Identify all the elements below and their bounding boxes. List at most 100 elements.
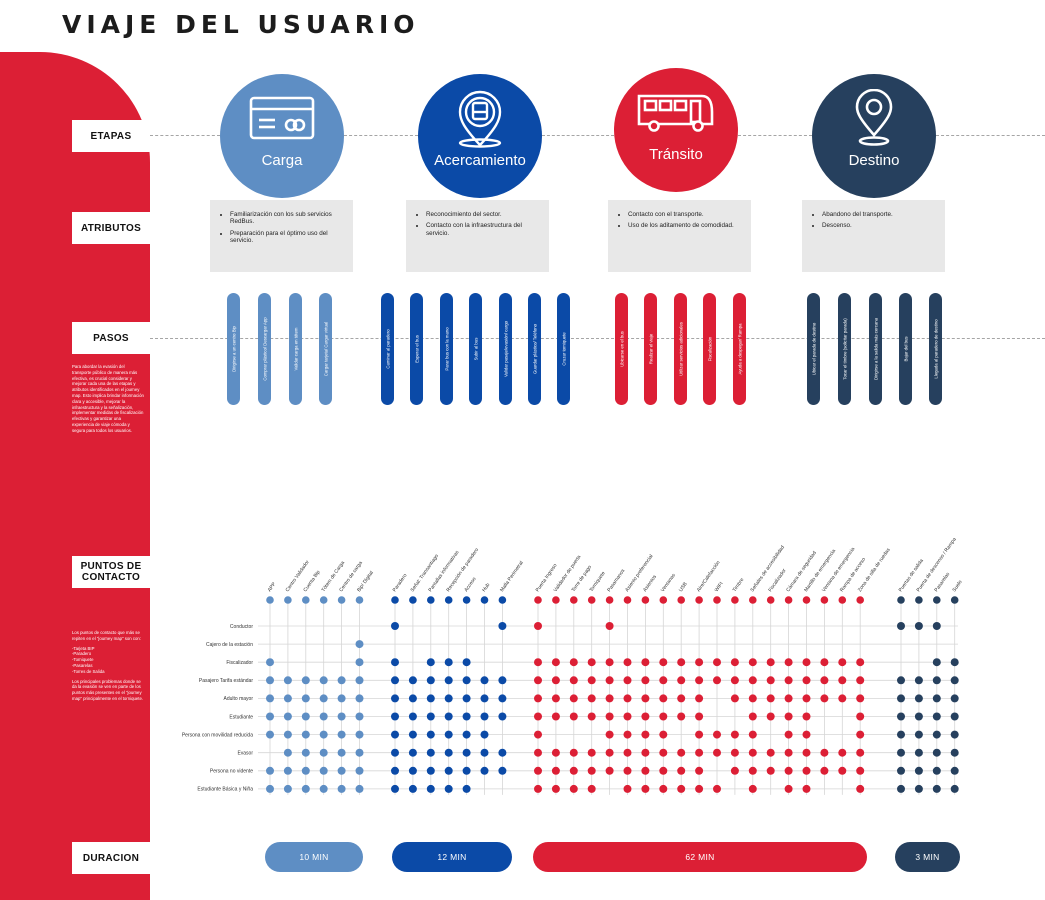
touchpoint-dot — [784, 676, 793, 685]
touchpoint-dot — [820, 766, 829, 775]
touchpoint-dot — [534, 748, 542, 757]
touchpoint-dot — [897, 748, 905, 757]
touchpoint-dot — [266, 676, 274, 685]
touchpoint-dot — [391, 730, 399, 739]
matrix-row-label: Estudiante Básica y Niña — [197, 787, 253, 793]
touchpoint-dot — [766, 694, 775, 703]
touchpoint-dot — [408, 694, 417, 703]
touchpoint-dot — [623, 694, 632, 703]
touchpoint-dot — [498, 694, 507, 703]
label-atributos: ATRIBUTOS — [72, 212, 150, 244]
touchpoint-dot — [498, 622, 507, 630]
touchpoint-dot — [932, 676, 941, 685]
step-pill: Guardar plástico/ Teléfono — [528, 293, 541, 405]
touchpoint-column-label: Hub — [481, 582, 491, 593]
step-pill: Validar pasaje/evasión/ cargo — [499, 293, 512, 405]
touchpoint-column-label: Señales de accesibilidad — [750, 544, 787, 593]
touchpoint-header-dot — [391, 596, 399, 604]
touchpoint-dot — [695, 730, 704, 739]
touchpoint-dot — [802, 748, 811, 757]
step-label: Dirigirse a un centro Bip — [231, 326, 236, 372]
touchpoint-dot — [480, 748, 489, 757]
touchpoint-dot — [587, 784, 596, 793]
touchpoint-dot — [932, 658, 941, 667]
touchpoint-header-dot — [641, 596, 650, 604]
touchpoint-dot — [897, 730, 905, 739]
touchpoint-dot — [569, 694, 578, 703]
touchpoint-dot — [695, 748, 704, 757]
touchpoint-header-dot — [749, 596, 757, 604]
label-etapas: ETAPAS — [72, 120, 150, 152]
touchpoint-dot — [856, 712, 865, 721]
touchpoint-dot — [784, 658, 793, 667]
touchpoint-header-dot — [409, 596, 417, 604]
touchpoint-dot — [730, 766, 739, 775]
touchpoint-dot — [462, 712, 471, 721]
step-label: Comprar plástico/ Descargar App — [262, 317, 267, 381]
touchpoint-dot — [766, 748, 775, 757]
touchpoint-dot — [283, 694, 292, 703]
touchpoint-dot — [301, 766, 310, 775]
touchpoint-dot — [498, 766, 507, 775]
touchpoint-dot — [897, 712, 905, 721]
touchpoint-dot — [444, 694, 453, 703]
touchpoint-dot — [897, 784, 905, 793]
touchpoint-dot — [659, 712, 668, 721]
touchpoint-dot — [641, 766, 650, 775]
matrix-row-label: Persona con movilidad reducida — [182, 732, 253, 738]
touchpoint-dot — [283, 784, 292, 793]
touchpoint-dot — [551, 658, 560, 667]
location-pin-icon — [852, 88, 896, 148]
touchpoint-dot — [838, 658, 847, 667]
touchpoint-column-label: Tótem de Carga — [320, 560, 346, 593]
step-pill: Bajar del bus — [899, 293, 912, 405]
matrix-row-label: Cajero de la estación — [206, 642, 253, 648]
touchpoint-dot — [462, 784, 471, 793]
touchpoint-dot — [498, 748, 507, 757]
duration-acercamiento: 12 MIN — [392, 842, 512, 872]
touchpoint-dot — [802, 784, 811, 793]
attribute-item: Preparación para el óptimo uso del servi… — [230, 230, 345, 245]
touchpoint-column-label: Pantallas informativas — [428, 549, 461, 593]
touchpoint-dot — [283, 730, 292, 739]
touchpoint-dot — [932, 748, 941, 757]
touchpoint-header-dot — [480, 596, 489, 604]
touchpoint-dot — [266, 730, 274, 739]
touchpoint-dot — [319, 694, 328, 703]
touchpoint-dot — [730, 676, 739, 685]
touchpoint-column-label: Timbre — [732, 577, 746, 593]
touchpoint-column-label: Paradero — [392, 573, 409, 593]
touchpoint-column-label: APP — [267, 581, 278, 593]
touchpoint-dot — [950, 784, 959, 793]
touchpoint-dot — [914, 730, 923, 739]
step-pill: Ayuda a despegar/ Rampa — [733, 293, 746, 405]
touchpoint-column-label: Torre de pago — [571, 564, 594, 593]
touchpoint-column-label: Suelo — [951, 579, 963, 593]
touchpoint-header-dot — [552, 596, 560, 604]
touchpoint-dot — [695, 676, 704, 685]
touchpoint-header-dot — [623, 596, 632, 604]
touchpoint-dot — [391, 784, 399, 793]
touchpoint-dot — [391, 676, 399, 685]
touchpoint-dot — [802, 766, 811, 775]
touchpoint-dot — [337, 748, 346, 757]
touchpoint-dot — [659, 658, 668, 667]
touchpoint-dot — [426, 766, 435, 775]
step-pill: Subir al bus — [469, 293, 482, 405]
touchpoint-dot — [426, 748, 435, 757]
step-label: Realizar el viaje — [648, 333, 653, 365]
attribute-item: Reconocimiento del sector. — [426, 211, 541, 218]
touchpoint-dot — [426, 712, 435, 721]
contacto-list-item: -Paradero — [72, 651, 92, 657]
step-label: Parar bus con la mano — [444, 327, 449, 371]
etapas-guide-line — [344, 135, 418, 136]
touchpoint-dot — [748, 712, 757, 721]
touchpoint-dot — [319, 676, 328, 685]
touchpoint-header-dot — [302, 596, 310, 604]
touchpoint-dot — [587, 712, 596, 721]
attribute-item: Abandono del transporte. — [822, 211, 937, 218]
touchpoint-dot — [838, 748, 847, 757]
touchpoint-dot — [283, 676, 292, 685]
matrix-row-label: Conductor — [230, 624, 253, 630]
stage-acercamiento: Acercamiento — [418, 74, 542, 198]
